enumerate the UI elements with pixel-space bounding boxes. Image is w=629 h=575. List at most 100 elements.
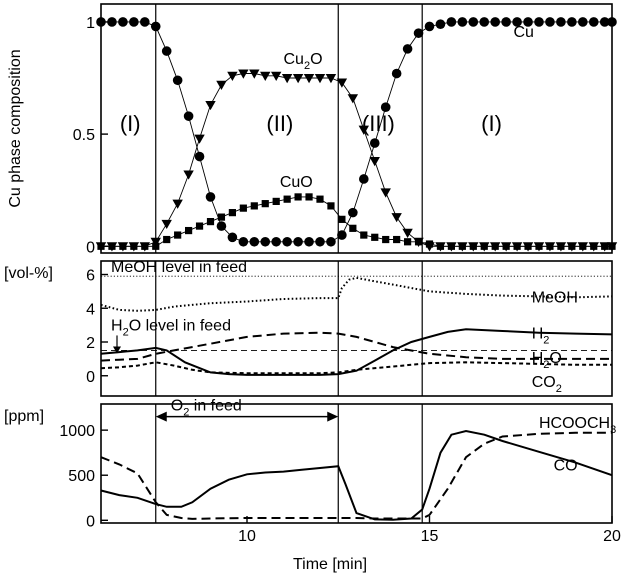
series-line: [100, 276, 613, 312]
data-point: [150, 237, 161, 247]
x-tick-label: 20: [603, 528, 621, 545]
data-point: [337, 230, 347, 240]
data-point: [468, 17, 479, 27]
data-point: [338, 215, 346, 223]
y-axis-label: [vol-%]: [4, 265, 53, 282]
data-point: [568, 242, 576, 250]
data-point: [314, 74, 326, 84]
data-point: [183, 170, 194, 180]
data-point: [380, 188, 391, 198]
data-point: [205, 100, 216, 111]
data-point: [436, 242, 445, 250]
data-point: [556, 17, 566, 27]
data-point: [469, 242, 477, 250]
series-line: [100, 429, 613, 521]
data-point: [369, 138, 380, 148]
data-point: [304, 236, 314, 247]
data-point: [336, 78, 348, 88]
data-point: [512, 17, 522, 27]
series-h2: H2: [100, 326, 613, 376]
data-point: [163, 235, 171, 244]
data-point: [579, 242, 587, 250]
data-point: [501, 17, 511, 27]
series-line: [100, 331, 612, 362]
data-point: [118, 17, 128, 27]
data-point: [479, 17, 490, 27]
data-point: [185, 226, 193, 235]
y-tick-label: 1: [86, 15, 95, 32]
y-axis-label: [ppm]: [4, 408, 44, 425]
data-point: [271, 71, 282, 81]
data-point: [108, 242, 116, 250]
data-point: [283, 195, 291, 203]
data-point: [435, 19, 446, 29]
data-point: [238, 69, 249, 79]
data-point: [206, 217, 215, 226]
data-point: [194, 151, 205, 162]
data-point: [194, 134, 205, 144]
data-point: [404, 238, 412, 246]
data-point: [250, 202, 258, 210]
data-point: [608, 242, 616, 250]
y-tick-label: 0: [86, 513, 95, 530]
data-point: [599, 17, 610, 27]
reference-line-label: MeOH level in feed: [111, 259, 247, 276]
data-point: [523, 17, 533, 27]
data-point: [292, 74, 304, 84]
series-label: CuO: [280, 174, 313, 191]
data-point: [97, 242, 105, 250]
data-point: [458, 242, 466, 250]
data-point: [424, 21, 435, 32]
data-point: [227, 71, 238, 81]
y-tick-label: 0: [86, 369, 95, 386]
panel-frame: [100, 3, 613, 254]
series-label: Cu2O: [284, 51, 323, 72]
data-point: [260, 71, 271, 81]
data-point: [172, 75, 183, 86]
y-tick-label: 2: [86, 335, 95, 352]
data-point: [239, 204, 247, 212]
data-point: [130, 242, 138, 250]
y-tick-label: 6: [86, 268, 95, 285]
series-label: H2: [532, 326, 550, 347]
data-point: [107, 17, 117, 27]
series-label: CO: [554, 457, 578, 474]
series-label: H2O: [532, 350, 562, 371]
panel-frame: [100, 260, 613, 397]
data-point: [326, 236, 336, 247]
x-tick-label: 10: [238, 528, 256, 545]
data-point: [152, 242, 160, 250]
series-line: [101, 73, 612, 247]
data-point: [271, 236, 282, 247]
annotation-arrowhead-left: [155, 411, 167, 422]
series-label: MeOH: [532, 289, 578, 306]
data-point: [360, 231, 368, 239]
data-point: [358, 125, 369, 135]
data-point: [524, 242, 532, 250]
data-point: [272, 197, 280, 206]
region-label: (I): [481, 111, 502, 136]
data-point: [601, 242, 609, 250]
data-point: [140, 17, 150, 27]
data-point: [216, 221, 227, 231]
data-point: [491, 242, 499, 250]
data-point: [557, 242, 565, 250]
reference-arrowhead: [113, 346, 121, 354]
data-point: [534, 17, 544, 27]
data-point: [490, 17, 501, 27]
annotation-label: O2 in feed: [171, 398, 242, 419]
data-point: [457, 17, 468, 27]
data-point: [260, 236, 271, 247]
data-point: [261, 200, 269, 208]
series-co: CO: [100, 429, 613, 521]
y-tick-label: 0: [86, 239, 95, 256]
data-point: [96, 17, 106, 27]
y-tick-label: 0.5: [73, 127, 95, 144]
data-point: [425, 240, 434, 248]
data-point: [249, 69, 260, 79]
data-point: [315, 236, 325, 247]
data-point: [391, 68, 402, 79]
data-point: [238, 236, 249, 247]
x-axis-label: Time [min]: [293, 556, 367, 573]
